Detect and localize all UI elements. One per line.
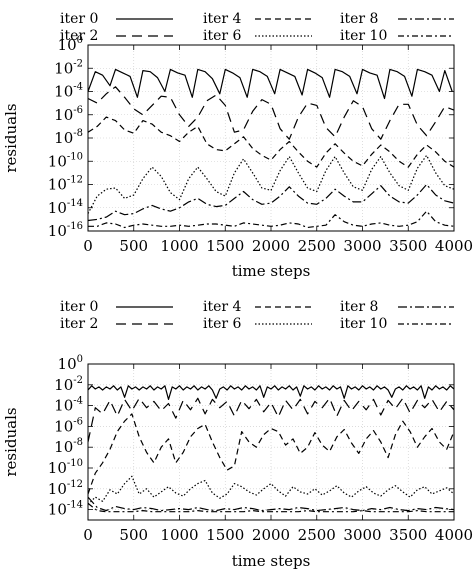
y-tick-label: 10-12 bbox=[48, 479, 83, 498]
legend-label: iter 4 bbox=[203, 11, 242, 27]
legend-label: iter 0 bbox=[60, 11, 98, 27]
x-tick-label: 500 bbox=[119, 237, 148, 255]
legend-label: iter 6 bbox=[203, 316, 242, 332]
y-tick-label: 10-12 bbox=[48, 175, 83, 194]
x-tick-label: 2500 bbox=[298, 526, 336, 544]
x-tick-label: 3000 bbox=[343, 526, 381, 544]
y-tick-label: 10-10 bbox=[48, 151, 83, 170]
y-tick-label: 10-2 bbox=[54, 58, 83, 77]
x-tick-label: 4000 bbox=[435, 237, 473, 255]
x-tick-label: 2000 bbox=[252, 237, 290, 255]
series-line-iter-8 bbox=[88, 496, 454, 512]
series-line-iter-6 bbox=[88, 475, 454, 505]
legend-label: iter 4 bbox=[203, 299, 242, 315]
x-tick-label: 500 bbox=[119, 526, 148, 544]
legend-label: iter 2 bbox=[60, 28, 98, 44]
y-axis-label: residuals bbox=[2, 407, 20, 476]
legend-label: iter 6 bbox=[203, 28, 242, 44]
x-tick-label: 1000 bbox=[160, 526, 198, 544]
y-tick-label: 10-14 bbox=[48, 500, 83, 519]
y-tick-label: 10-4 bbox=[54, 82, 83, 101]
x-tick-label: 4000 bbox=[435, 526, 473, 544]
series-line-iter-8 bbox=[88, 183, 454, 222]
x-tick-label: 1500 bbox=[206, 237, 244, 255]
x-axis-label: time steps bbox=[232, 552, 311, 570]
y-tick-label: 10-14 bbox=[48, 198, 83, 217]
legend-label: iter 8 bbox=[340, 11, 378, 27]
y-tick-label: 10-4 bbox=[54, 396, 83, 415]
y-tick-label: 10-6 bbox=[54, 105, 83, 124]
legend-label: iter 8 bbox=[340, 299, 378, 315]
legend-label: iter 0 bbox=[60, 299, 98, 315]
y-tick-label: 10-8 bbox=[54, 128, 83, 147]
series-line-iter-0 bbox=[88, 385, 454, 400]
y-tick-label: 100 bbox=[58, 354, 83, 373]
series-line-iter-10 bbox=[88, 502, 454, 513]
x-tick-label: 3000 bbox=[343, 237, 381, 255]
x-axis-label: time steps bbox=[232, 262, 311, 280]
legend-label: iter 2 bbox=[60, 316, 98, 332]
series-line-iter-6 bbox=[88, 154, 454, 214]
x-tick-label: 0 bbox=[83, 237, 93, 255]
y-tick-label: 10-10 bbox=[48, 458, 83, 477]
y-tick-label: 10-8 bbox=[54, 437, 83, 456]
legend-label: iter 10 bbox=[340, 316, 387, 332]
x-tick-label: 2000 bbox=[252, 526, 290, 544]
x-tick-label: 3500 bbox=[389, 526, 427, 544]
legend-label: iter 10 bbox=[340, 28, 387, 44]
series-line-iter-2 bbox=[88, 397, 454, 443]
panel-1: 0 500 1000 1500 2000 2500 3000 3500 4000 100 10-2 1… bbox=[2, 11, 473, 280]
panel-2: 0 500 1000 1500 2000 2500 3000 3500 4000 100 10-2 1… bbox=[2, 299, 473, 570]
x-tick-label: 1500 bbox=[206, 526, 244, 544]
x-tick-label: 0 bbox=[83, 526, 93, 544]
y-tick-label: 10-16 bbox=[48, 221, 83, 240]
series-line-iter-2 bbox=[88, 86, 454, 140]
y-tick-label: 10-2 bbox=[54, 375, 83, 394]
x-tick-label: 1000 bbox=[160, 237, 198, 255]
y-tick-label: 10-6 bbox=[54, 416, 83, 435]
x-tick-label: 2500 bbox=[298, 237, 336, 255]
series-line-iter-0 bbox=[88, 68, 453, 100]
y-axis-label: residuals bbox=[2, 103, 20, 172]
y-tick-label: 100 bbox=[58, 35, 83, 54]
series-line-iter-4 bbox=[88, 116, 454, 168]
x-tick-label: 3500 bbox=[389, 237, 427, 255]
